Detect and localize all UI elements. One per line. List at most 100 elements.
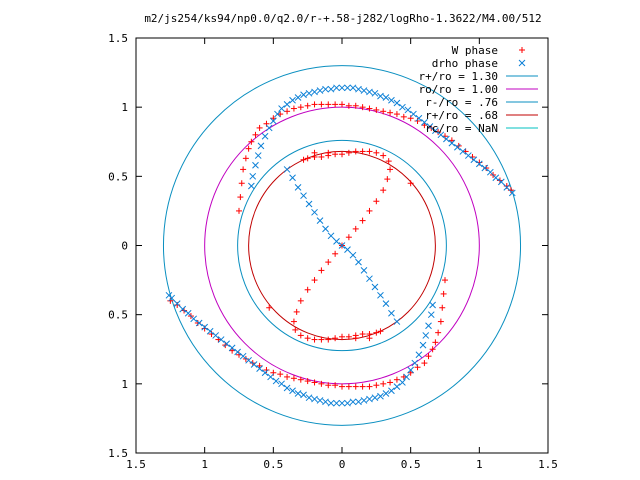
data-point xyxy=(359,331,366,338)
data-point xyxy=(229,347,236,354)
data-point xyxy=(366,275,373,283)
data-point xyxy=(304,155,311,162)
data-point xyxy=(289,96,296,104)
data-point xyxy=(366,207,373,214)
data-point xyxy=(292,326,299,333)
data-point xyxy=(382,94,390,101)
data-point xyxy=(388,309,395,317)
data-point xyxy=(442,277,448,284)
x-tick-label: 1 xyxy=(201,458,208,471)
data-point xyxy=(439,304,446,311)
data-point xyxy=(373,382,380,389)
data-point xyxy=(400,113,407,120)
data-point xyxy=(359,217,366,224)
data-point xyxy=(426,123,434,130)
data-point xyxy=(184,309,192,317)
series-2 xyxy=(165,84,516,407)
data-point xyxy=(238,180,245,187)
data-point xyxy=(245,356,252,364)
data-point xyxy=(283,101,291,108)
data-point xyxy=(497,178,505,186)
data-point xyxy=(366,335,373,342)
data-point xyxy=(278,105,285,112)
data-point xyxy=(373,149,380,156)
data-point xyxy=(371,89,379,97)
data-point xyxy=(300,391,307,399)
data-point xyxy=(294,94,302,101)
data-point xyxy=(476,159,483,166)
data-point xyxy=(352,335,359,342)
legend-label: r+/ro = 1.30 xyxy=(419,70,498,83)
data-point xyxy=(261,369,269,377)
data-point xyxy=(269,117,277,125)
data-point xyxy=(304,102,311,109)
data-point xyxy=(380,380,387,387)
data-point xyxy=(355,258,362,266)
data-point xyxy=(380,187,387,194)
data-point xyxy=(239,352,247,360)
data-point xyxy=(435,329,442,336)
data-point xyxy=(332,382,339,389)
x-tick-label: 1.5 xyxy=(538,458,558,471)
axis-ticks: 1.5 1 0.5 0 0.5 1 1.51.510.500.511.5 xyxy=(108,32,558,471)
data-point xyxy=(325,259,332,266)
data-point xyxy=(322,225,329,233)
data-point xyxy=(333,399,340,407)
data-point xyxy=(217,336,225,343)
data-point xyxy=(212,332,220,339)
data-point xyxy=(248,138,255,145)
data-point xyxy=(195,319,203,327)
data-point xyxy=(277,111,284,118)
data-point xyxy=(352,102,359,109)
legend-label: r+/ro = .68 xyxy=(425,109,498,122)
data-point xyxy=(250,361,258,368)
data-point xyxy=(440,290,447,297)
data-point xyxy=(289,387,296,395)
data-point xyxy=(373,198,380,205)
data-point xyxy=(429,346,436,353)
data-point xyxy=(345,149,352,156)
y-tick-label: 1 xyxy=(121,101,128,114)
data-point xyxy=(252,161,259,169)
data-point xyxy=(454,143,461,151)
data-point xyxy=(359,383,366,390)
data-point xyxy=(318,380,325,387)
data-point xyxy=(377,328,384,335)
data-point xyxy=(388,387,395,395)
data-point xyxy=(311,101,318,108)
data-point xyxy=(201,323,209,331)
data-point xyxy=(384,176,391,183)
data-point xyxy=(352,225,359,232)
data-point xyxy=(407,366,415,374)
data-point xyxy=(380,108,387,115)
data-point xyxy=(297,376,304,383)
data-point xyxy=(256,365,263,372)
data-point xyxy=(349,398,357,406)
data-point xyxy=(344,399,351,407)
data-point xyxy=(425,353,432,360)
data-point xyxy=(387,379,394,386)
data-point xyxy=(322,398,329,406)
data-point xyxy=(318,101,325,108)
data-series xyxy=(165,84,516,407)
data-point xyxy=(399,103,406,111)
data-point xyxy=(486,168,494,176)
data-point xyxy=(332,335,339,342)
data-point xyxy=(415,351,423,359)
data-point xyxy=(366,383,373,390)
data-point xyxy=(373,329,380,336)
data-point xyxy=(300,192,307,200)
data-point xyxy=(373,106,380,113)
data-point xyxy=(339,151,345,158)
data-point xyxy=(366,148,373,155)
y-tick-label: 0 xyxy=(121,240,128,253)
data-point xyxy=(359,148,366,155)
legend-label: ro/ro = 1.00 xyxy=(419,83,498,96)
data-point xyxy=(325,149,332,156)
data-point xyxy=(322,85,329,93)
data-point xyxy=(266,304,273,311)
data-point xyxy=(304,335,311,342)
data-point xyxy=(297,297,304,304)
data-point xyxy=(503,183,510,190)
